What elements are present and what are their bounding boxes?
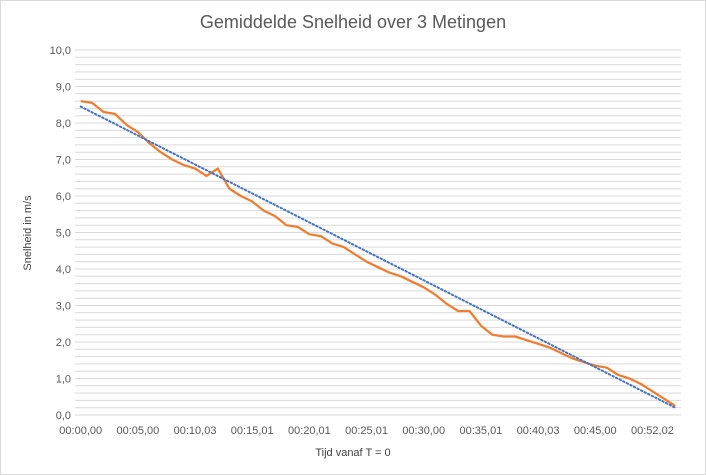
y-tick-label: 6,0 xyxy=(56,191,71,203)
x-tick-label: 00:20,01 xyxy=(288,425,331,437)
grid-lines xyxy=(75,49,681,416)
x-tick-label: 00:15,01 xyxy=(231,425,274,437)
x-tick-label: 00:30,00 xyxy=(402,425,445,437)
x-tick-label: 00:52,02 xyxy=(631,425,674,437)
y-tick-label: 10,0 xyxy=(50,45,71,57)
x-tick-label: 00:45,00 xyxy=(574,425,617,437)
y-tick-label: 7,0 xyxy=(56,155,71,167)
x-tick-label: 00:35,01 xyxy=(459,425,502,437)
series-layer xyxy=(79,99,677,409)
series-line-trend xyxy=(79,105,677,409)
x-tick-label: 00:05,00 xyxy=(116,425,159,437)
x-tick-label: 00:10,03 xyxy=(174,425,217,437)
y-tick-label: 3,0 xyxy=(56,301,71,313)
y-tick-label: 4,0 xyxy=(56,264,71,276)
x-tick-label: 00:00,00 xyxy=(59,425,102,437)
x-tick-label: 00:40,03 xyxy=(517,425,560,437)
x-tick-label: 00:25,01 xyxy=(345,425,388,437)
y-tick-label: 1,0 xyxy=(56,374,71,386)
y-tick-label: 0,0 xyxy=(56,410,71,422)
series-line-speed xyxy=(80,99,676,407)
x-axis-label: Tijd vanaf T = 0 xyxy=(315,447,390,459)
y-tick-label: 9,0 xyxy=(56,82,71,94)
y-tick-label: 5,0 xyxy=(56,228,71,240)
chart-title: Gemiddelde Snelheid over 3 Metingen xyxy=(200,12,506,32)
x-axis-ticks: 00:00,00 00:05,00 00:10,03 00:15,01 00:20,01… xyxy=(59,425,674,437)
y-axis-ticks: 0,0 1,0 2,0 3,0 4,0 5,0 6,0 7,0 8,0 9,0 10,0 xyxy=(50,45,71,422)
y-axis-label: Snelheid in m/s xyxy=(22,195,34,271)
y-tick-label: 8,0 xyxy=(56,118,71,130)
y-tick-label: 2,0 xyxy=(56,337,71,349)
